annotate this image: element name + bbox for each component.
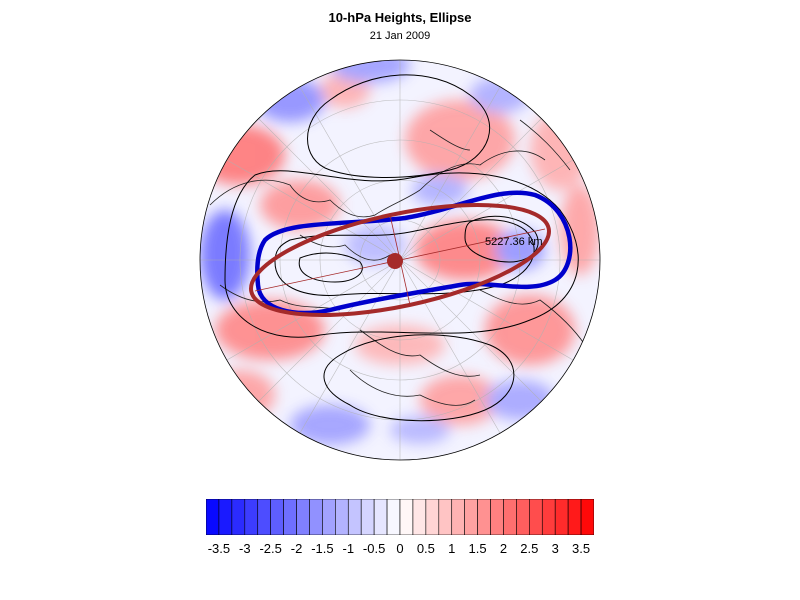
colorbar-bin [360, 499, 375, 535]
colorbar-tick-label: -0.5 [362, 541, 386, 556]
colorbar-tick-label: -3 [239, 541, 251, 556]
ellipse-center-marker [387, 253, 403, 269]
colorbar-bin [283, 499, 297, 535]
colorbar-bin [386, 499, 401, 535]
colorbar-tick-label: 3 [551, 541, 559, 556]
colorbar-bin [451, 499, 465, 535]
colorbar-bin [554, 499, 569, 535]
colorbar-bin [218, 499, 233, 535]
colorbar-bin [257, 499, 271, 535]
colorbar-bin [347, 499, 362, 535]
colorbar-bin [270, 499, 284, 535]
colorbar-bin [438, 499, 453, 535]
height-contours [224, 74, 579, 422]
colorbar-tick-label: -3.5 [207, 541, 231, 556]
colorbar-bin [296, 499, 310, 535]
colorbar-bin [322, 499, 336, 535]
colorbar-tick-label: 2.5 [520, 541, 539, 556]
colorbar-bin [529, 499, 543, 535]
colorbar-bin [503, 499, 517, 535]
colorbar-bin [541, 499, 556, 535]
ellipse-axis-label: 5227.36 km [485, 236, 542, 248]
colorbar-tick-label: 3.5 [572, 541, 591, 556]
fitted-ellipse: 5227.36 km [249, 203, 551, 317]
colorbar-tick-label: -2.5 [259, 541, 282, 556]
colorbar-tick-label: -2 [290, 541, 303, 556]
colorbar-bin [399, 499, 414, 535]
colorbar-bin [309, 499, 323, 535]
plot-title: 10-hPa Heights, Ellipse [328, 10, 472, 25]
colorbar-bin [477, 499, 491, 535]
anomaly-field [200, 60, 600, 460]
globe-outline [199, 59, 601, 461]
colorbar-tick-label: -1.5 [311, 541, 334, 556]
colorbar-tick-label: 0 [396, 541, 404, 556]
colorbar-bin [516, 499, 530, 535]
colorbar-bin [244, 499, 259, 535]
coastlines [209, 119, 586, 406]
colorbar-labels: -3.5 -3 -2.5 -2 -1.5 -1 -0.5 0 0.5 1 1.5 2 2.5 3 3.5 [0, 541, 800, 561]
colorbar-bin [373, 499, 388, 535]
colorbar [206, 499, 594, 535]
plot-date: 21 Jan 2009 [369, 30, 431, 42]
colorbar-tick-label: 1.5 [468, 541, 487, 556]
colorbar-bin [412, 499, 427, 535]
colorbar-bin [580, 499, 594, 535]
colorbar-tick-label: -1 [342, 541, 355, 556]
vortex-edge-contour [255, 190, 573, 316]
colorbar-tick-label: 2 [499, 541, 508, 556]
colorbar-bin [231, 499, 246, 535]
colorbar-bin [335, 499, 349, 535]
colorbar-bin [567, 499, 582, 535]
colorbar-bin [425, 499, 440, 535]
colorbar-bin [464, 499, 478, 535]
colorbar-tick-label: 0.5 [416, 541, 435, 556]
colorbar-bin [490, 499, 504, 535]
colorbar-bin [206, 499, 220, 535]
colorbar-tick-label: 1 [448, 541, 456, 556]
